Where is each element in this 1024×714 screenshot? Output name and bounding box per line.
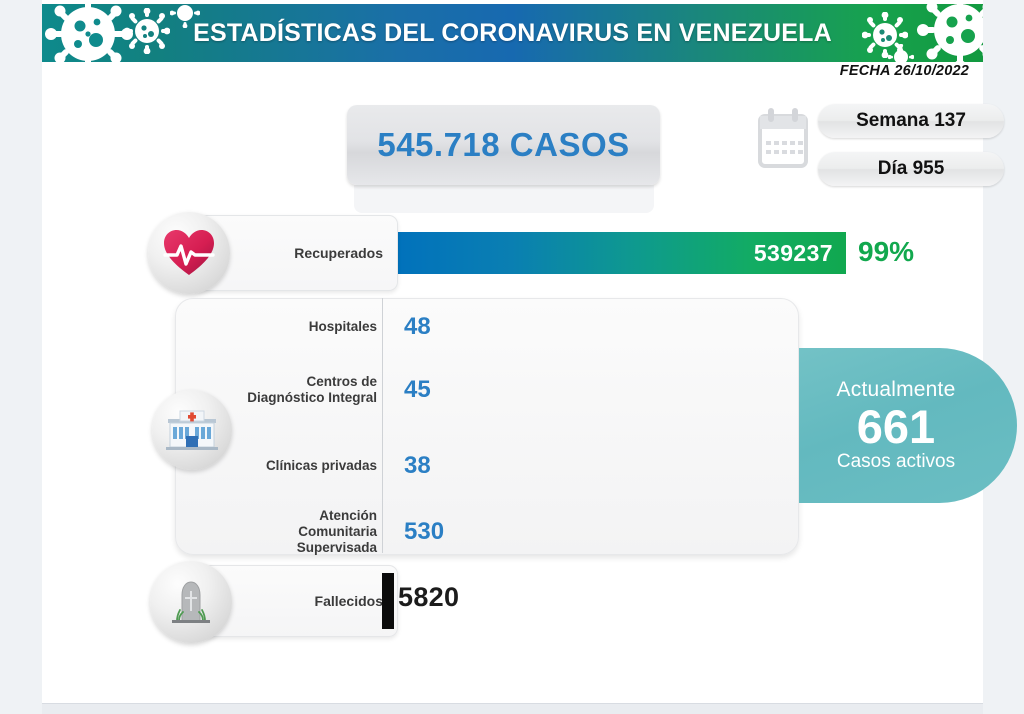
hospital-row-value: 38 xyxy=(404,452,431,479)
day-pill[interactable]: Día 955 xyxy=(818,152,1004,186)
hospital-row-hospitales: Hospitales 48 xyxy=(217,313,547,341)
hospital-row-label: Atención Comunitaria Supervisada xyxy=(217,508,391,556)
hospital-row-label-line1: Centros de xyxy=(306,374,377,389)
tombstone-icon xyxy=(150,561,232,643)
week-label: Semana 137 xyxy=(856,110,966,131)
hospital-row-clinicas: Clínicas privadas 38 xyxy=(217,452,547,480)
hospital-row-value: 48 xyxy=(404,313,431,340)
hospital-row-label: Centros de Diagnóstico Integral xyxy=(217,374,391,406)
heart-pulse-icon xyxy=(148,212,230,294)
total-cases-shadow xyxy=(354,185,654,213)
active-cases-number: 661 xyxy=(856,399,936,453)
hospital-divider xyxy=(382,298,383,553)
hospital-row-cdi: Centros de Diagnóstico Integral 45 xyxy=(217,374,547,406)
hospital-row-label: Hospitales xyxy=(308,319,377,335)
infographic-slide: ESTADÍSTICAS DEL CORONAVIRUS EN VENEZUEL… xyxy=(42,0,1017,703)
active-cases-bottom-label: Casos activos xyxy=(836,451,956,473)
coronavirus-icon xyxy=(914,4,983,62)
recovered-percent: 99% xyxy=(858,236,915,267)
active-cases-pill: Actualmente 661 Casos activos xyxy=(799,348,1017,503)
hospital-row-atencion-comunitaria: Atención Comunitaria Supervisada 530 xyxy=(217,508,547,556)
coronavirus-icon xyxy=(888,44,914,62)
day-label: Día 955 xyxy=(877,158,945,179)
total-cases-label: 545.718 CASOS xyxy=(377,126,630,163)
recovered-label: Recuperados xyxy=(294,245,383,261)
total-cases-box: 545.718 CASOS xyxy=(347,105,660,185)
hospital-row-label-line2: Comunitaria xyxy=(298,523,377,539)
coronavirus-icon xyxy=(862,12,908,58)
hospital-row-label: Clínicas privadas xyxy=(265,458,377,474)
coronavirus-icon xyxy=(124,8,170,54)
slide-bottom-edge xyxy=(42,703,983,714)
hospital-breakdown-card xyxy=(175,298,799,555)
deceased-label: Fallecidos xyxy=(314,593,383,609)
coronavirus-icon xyxy=(170,4,200,28)
recovered-value: 539237 xyxy=(753,239,833,266)
hospital-row-value: 45 xyxy=(404,375,431,403)
hospital-row-label-line2: Diagnóstico Integral xyxy=(247,389,377,405)
date-line: FECHA 26/10/2022 xyxy=(839,63,969,79)
hospital-row-label-line1: Atención xyxy=(319,508,377,523)
deceased-value: 5820 xyxy=(398,582,460,612)
header-banner: ESTADÍSTICAS DEL CORONAVIRUS EN VENEZUEL… xyxy=(42,4,983,62)
deceased-bar xyxy=(382,573,394,629)
active-cases-top-label: Actualmente xyxy=(836,377,956,401)
recovered-bar: 539237 xyxy=(382,232,846,274)
hospital-icon xyxy=(152,390,232,470)
hospital-row-label-line3: Supervisada xyxy=(296,539,377,555)
calendar-icon xyxy=(756,108,810,172)
hospital-row-value: 530 xyxy=(404,517,445,545)
week-pill[interactable]: Semana 137 xyxy=(818,104,1004,138)
page-title: ESTADÍSTICAS DEL CORONAVIRUS EN VENEZUEL… xyxy=(193,18,832,47)
